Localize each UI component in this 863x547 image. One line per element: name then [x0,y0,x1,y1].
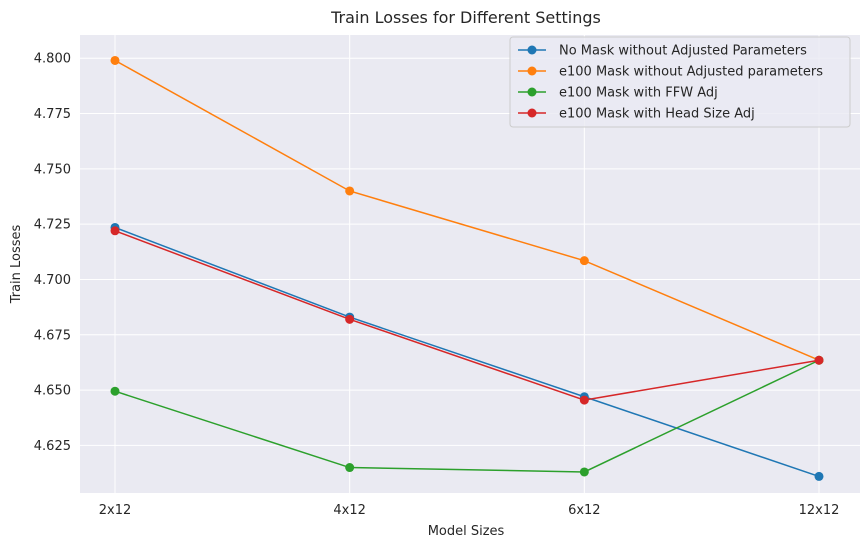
y-tick-label: 4.725 [34,218,71,233]
y-tick-label: 4.625 [34,439,71,454]
x-tick-label: 6x12 [568,503,601,518]
data-point [345,314,355,324]
legend-box [509,36,851,128]
legend-item: No Mask without Adjusted Parameters [518,44,807,59]
y-tick-label: 4.750 [34,162,71,177]
legend-label: e100 Mask with FFW Adj [559,86,718,101]
series-line [114,359,820,473]
data-point [579,467,589,477]
y-tick-label: 4.650 [34,384,71,399]
x-tick-label: 12x12 [799,503,840,518]
data-point [579,256,589,266]
y-tick-label: 4.675 [34,328,71,343]
y-tick-label: 4.775 [34,107,71,122]
x-tick-label: 4x12 [333,503,366,518]
series-line [114,230,820,401]
data-point [345,186,355,196]
legend-marker [527,66,537,76]
data-point [814,355,824,365]
data-point [814,471,824,481]
y-axis-title: Train Losses [9,224,24,304]
legend-label: e100 Mask without Adjusted parameters [559,65,823,80]
series-layer [110,55,824,481]
x-axis-title: Model Sizes [428,524,505,539]
series-line [114,59,820,361]
legend-label: e100 Mask with Head Size Adj [559,107,755,122]
y-tick-label: 4.700 [34,273,71,288]
data-point [345,463,355,473]
series-line [114,226,820,478]
data-point [579,395,589,405]
legend-item: e100 Mask with FFW Adj [518,86,718,101]
legend: No Mask without Adjusted Parameters e100 … [509,36,851,128]
legend-item: e100 Mask with Head Size Adj [518,107,755,122]
legend-item: e100 Mask without Adjusted parameters [518,65,823,80]
x-tick-labels: 2x12 4x12 6x12 12x12 [99,503,840,518]
y-tick-label: 4.800 [34,52,71,67]
series-4 [110,226,824,405]
legend-marker [527,45,537,55]
data-point [110,386,120,396]
legend-label: No Mask without Adjusted Parameters [559,44,807,59]
legend-marker [527,87,537,97]
data-point [110,226,120,236]
chart-title: Train Losses for Different Settings [330,8,601,27]
legend-marker [527,108,537,118]
data-point [110,55,120,65]
y-tick-labels: 4.625 4.650 4.675 4.700 4.725 4.750 4.775 4.800 [34,52,71,454]
x-tick-label: 2x12 [99,503,132,518]
